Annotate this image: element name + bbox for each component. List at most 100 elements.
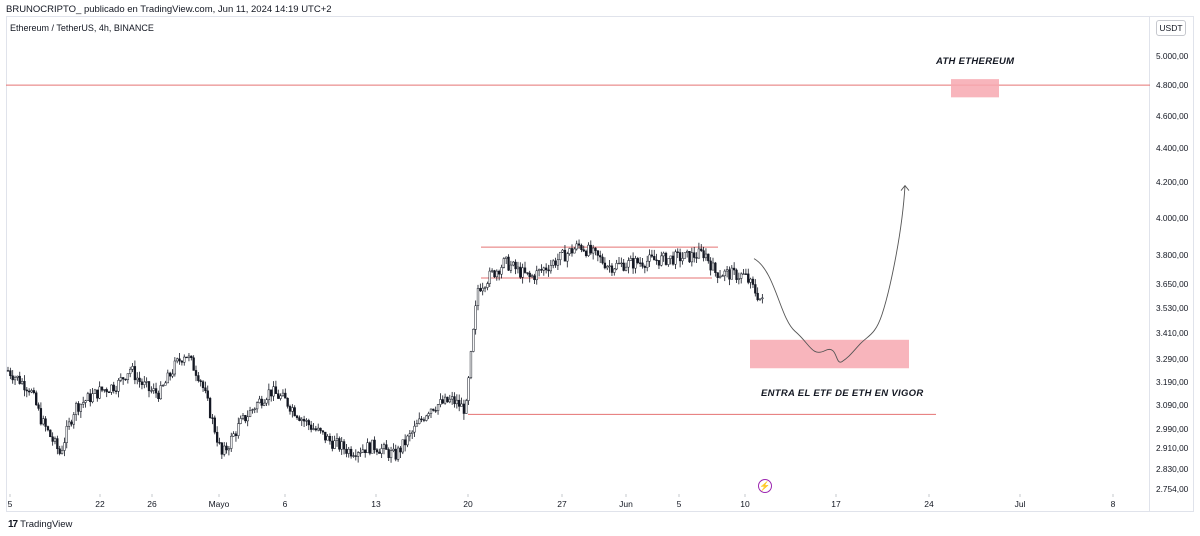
candle-up — [761, 297, 764, 300]
lightning-icon[interactable]: ⚡ — [758, 479, 772, 493]
candle-up — [129, 369, 132, 374]
candle-up — [60, 450, 64, 454]
candle-down — [234, 433, 238, 437]
price-tick-label: 3.530,00 — [1156, 303, 1189, 314]
etf-zone — [750, 339, 909, 369]
price-axis[interactable] — [1150, 16, 1194, 512]
candle-down — [641, 262, 644, 267]
projection-arrowhead — [900, 184, 910, 191]
candle-up — [312, 428, 315, 430]
candle-down — [458, 399, 461, 407]
candle-up — [305, 420, 308, 422]
candle-down — [213, 417, 216, 433]
candle-up — [131, 366, 134, 370]
candle-up — [465, 400, 468, 414]
candle-up — [230, 435, 233, 449]
candle-down — [688, 251, 691, 263]
candle-up — [521, 267, 524, 278]
candle-down — [39, 408, 43, 425]
candle-down — [528, 272, 531, 278]
candle-up — [255, 402, 259, 410]
candle-up — [389, 450, 393, 458]
candle-down — [122, 377, 125, 380]
candle-up — [742, 273, 745, 275]
date-tick-label: Mayo — [208, 499, 230, 509]
price-tick-label: 2.830,00 — [1156, 463, 1189, 474]
candle-up — [251, 409, 254, 411]
candle-down — [695, 257, 698, 259]
price-tick-label: 3.190,00 — [1156, 376, 1189, 387]
publish-header: BRUNOCRIPTO_ publicado en TradingView.co… — [6, 4, 332, 15]
candle-up — [740, 273, 743, 279]
candle-down — [70, 421, 73, 425]
candle-up — [357, 452, 360, 457]
candle-down — [493, 270, 496, 278]
candle-down — [220, 442, 223, 455]
candle-down — [331, 440, 334, 449]
candle-down — [190, 355, 193, 359]
candle-down — [302, 418, 306, 422]
candle-down — [199, 380, 202, 382]
candle-down — [547, 269, 550, 272]
candle-up — [415, 423, 419, 427]
date-tick-label: Jun — [619, 499, 633, 509]
candle-down — [157, 392, 160, 400]
candle-up — [443, 396, 447, 404]
candle-up — [620, 262, 623, 265]
candle-down — [89, 393, 92, 403]
candle-down — [307, 420, 310, 426]
candle-up — [587, 244, 590, 256]
candle-down — [577, 243, 581, 246]
candle-down — [498, 270, 501, 275]
candle-up — [117, 380, 120, 392]
candle-up — [681, 258, 684, 262]
projection-path — [753, 185, 906, 363]
candle-down — [709, 260, 712, 271]
candle-down — [714, 262, 717, 273]
price-tick-label: 4.600,00 — [1156, 111, 1189, 122]
candle-down — [373, 439, 376, 450]
date-tick-label: 22 — [95, 499, 105, 509]
currency-unit-button[interactable]: USDT — [1156, 20, 1186, 36]
price-tick-label: 2.910,00 — [1156, 443, 1189, 454]
candle-down — [114, 390, 118, 392]
candle-down — [107, 391, 111, 393]
candle-up — [335, 438, 339, 441]
candle-up — [690, 252, 694, 263]
candle-down — [274, 386, 278, 394]
candle-down — [584, 250, 588, 256]
candle-down — [636, 258, 639, 264]
candle-up — [227, 448, 231, 451]
symbol-title[interactable]: Ethereum / TetherUS, 4h, BINANCE — [10, 23, 154, 33]
date-tick-label: 17 — [831, 499, 841, 509]
candle-down — [9, 370, 12, 377]
candle-up — [361, 449, 365, 453]
candle-up — [267, 389, 271, 400]
chart-frame[interactable] — [6, 16, 1150, 512]
candle-up — [667, 258, 670, 265]
tradingview-brand[interactable]: 17 TradingView — [8, 519, 72, 530]
candle-down — [434, 410, 437, 412]
date-tick-label: 10 — [740, 499, 750, 509]
candle-up — [737, 278, 741, 280]
candle-up — [418, 418, 421, 424]
candle-up — [371, 439, 374, 454]
candle-down — [58, 448, 61, 454]
candle-down — [342, 441, 346, 450]
candle-up — [42, 418, 45, 425]
candle-down — [44, 418, 47, 427]
candle-up — [82, 402, 85, 405]
candle-up — [223, 445, 226, 455]
candle-up — [93, 389, 97, 394]
candle-down — [707, 253, 710, 262]
candle-up — [150, 390, 153, 392]
candle-down — [601, 256, 604, 264]
date-tick-label: 26 — [147, 499, 157, 509]
candle-down — [324, 431, 327, 441]
candle-up — [634, 258, 637, 269]
candle-up — [340, 441, 343, 450]
candle-down — [375, 449, 379, 453]
candle-up — [606, 266, 609, 269]
candle-down — [204, 387, 207, 392]
